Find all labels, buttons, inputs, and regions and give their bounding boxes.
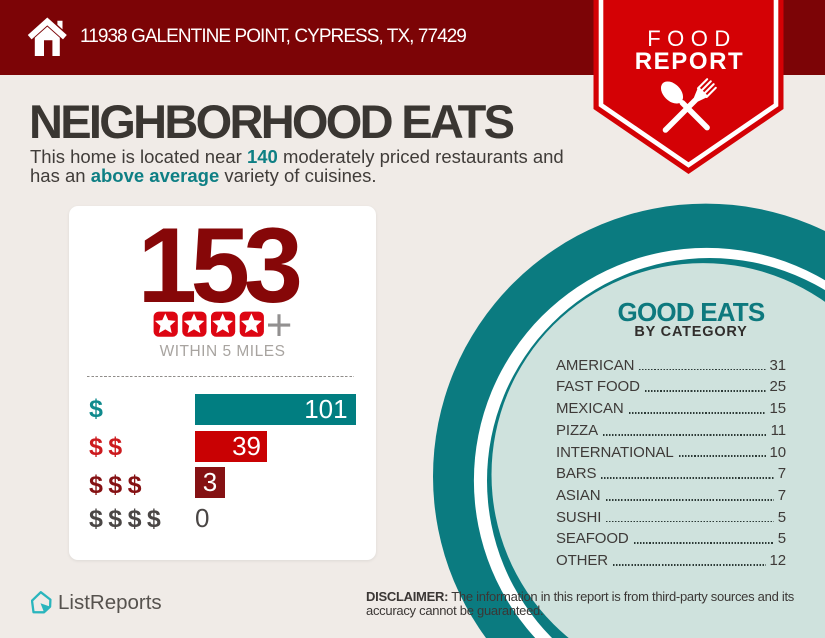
svg-text:REPORT: REPORT — [635, 48, 745, 75]
svg-text:FOOD: FOOD — [647, 26, 737, 51]
